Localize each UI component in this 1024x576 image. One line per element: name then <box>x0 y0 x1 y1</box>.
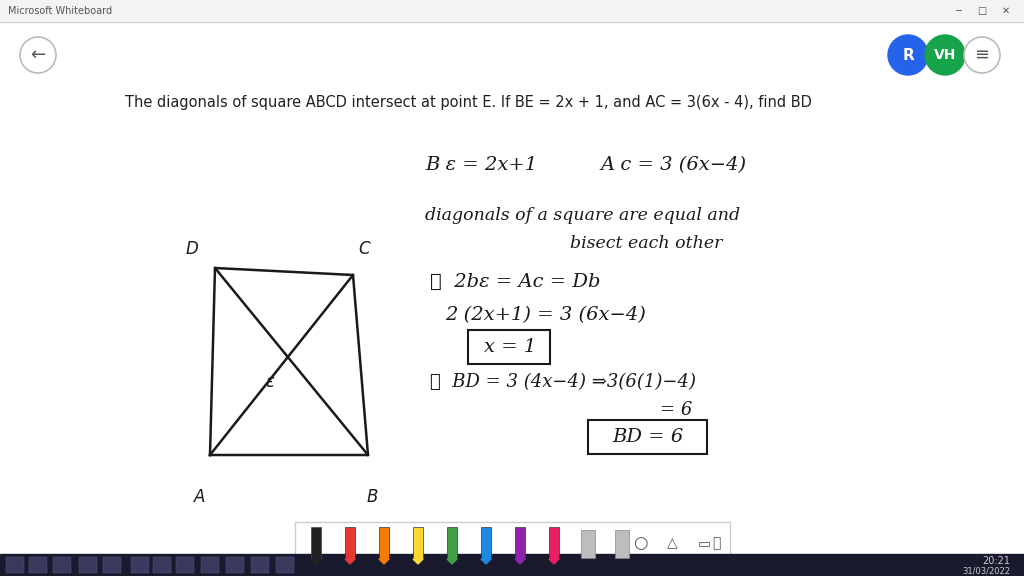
Text: bisect each other: bisect each other <box>570 234 722 252</box>
Polygon shape <box>311 559 321 564</box>
Bar <box>581 530 595 558</box>
Text: △: △ <box>667 536 677 550</box>
Text: The diagonals of square ABCD intersect at point E. If BE = 2x + 1, and AC = 3(6x: The diagonals of square ABCD intersect a… <box>125 96 812 111</box>
Text: 20:21: 20:21 <box>982 556 1010 566</box>
FancyBboxPatch shape <box>468 330 550 364</box>
Text: C: C <box>358 240 370 258</box>
Text: ─: ─ <box>955 6 961 16</box>
Bar <box>379 527 389 559</box>
Bar <box>29 557 47 573</box>
Polygon shape <box>447 559 457 564</box>
Polygon shape <box>379 559 389 564</box>
Text: A: A <box>195 488 206 506</box>
Polygon shape <box>345 559 355 564</box>
Polygon shape <box>481 559 490 564</box>
Bar <box>53 557 71 573</box>
Text: = 6: = 6 <box>660 401 692 419</box>
Text: x = 1: x = 1 <box>484 338 537 356</box>
Text: Microsoft Whiteboard: Microsoft Whiteboard <box>8 6 112 16</box>
Bar <box>103 557 121 573</box>
Text: 2 (2x+1) = 3 (6x−4): 2 (2x+1) = 3 (6x−4) <box>445 306 646 324</box>
Polygon shape <box>413 559 423 564</box>
Text: VH: VH <box>934 48 956 62</box>
Text: □: □ <box>977 6 987 16</box>
Text: BD = 6: BD = 6 <box>612 428 684 446</box>
Circle shape <box>964 37 1000 73</box>
Bar <box>131 557 150 573</box>
Circle shape <box>888 35 928 75</box>
Bar <box>251 557 269 573</box>
Bar <box>79 557 97 573</box>
Polygon shape <box>515 559 525 564</box>
Bar <box>176 557 194 573</box>
Bar <box>311 527 321 559</box>
Bar <box>276 557 294 573</box>
Text: A c = 3 (6x−4): A c = 3 (6x−4) <box>600 156 746 174</box>
Bar <box>615 530 629 558</box>
Bar <box>0 0 1024 22</box>
Text: ∴  BD = 3 (4x−4) ⇒3(6(1)−4): ∴ BD = 3 (4x−4) ⇒3(6(1)−4) <box>430 373 696 391</box>
Bar <box>201 557 219 573</box>
Text: ▭: ▭ <box>697 536 711 550</box>
Text: diagonals of a square are equal and: diagonals of a square are equal and <box>425 207 740 223</box>
Bar <box>515 527 525 559</box>
Text: ✕: ✕ <box>1001 6 1010 16</box>
Text: ○: ○ <box>633 534 647 552</box>
Bar <box>0 554 1024 576</box>
Bar <box>6 557 24 573</box>
Bar <box>413 527 423 559</box>
Text: 31/03/2022: 31/03/2022 <box>962 566 1010 575</box>
Text: ⤢: ⤢ <box>712 536 720 550</box>
Bar <box>295 522 730 564</box>
Text: B ε = 2x+1: B ε = 2x+1 <box>425 156 538 174</box>
Text: ≡: ≡ <box>975 46 989 64</box>
Circle shape <box>925 35 965 75</box>
Bar <box>447 527 457 559</box>
Text: ←: ← <box>31 46 45 64</box>
Text: ∴  2bε = Ac = Db: ∴ 2bε = Ac = Db <box>430 273 600 291</box>
FancyBboxPatch shape <box>588 420 707 454</box>
Bar <box>153 557 171 573</box>
Circle shape <box>20 37 56 73</box>
Text: B: B <box>367 488 378 506</box>
Text: R: R <box>902 47 913 63</box>
Bar <box>481 527 490 559</box>
Bar <box>226 557 244 573</box>
Polygon shape <box>549 559 559 564</box>
Bar <box>345 527 355 559</box>
Text: D: D <box>185 240 198 258</box>
Bar <box>549 527 559 559</box>
Text: ε: ε <box>265 373 274 391</box>
